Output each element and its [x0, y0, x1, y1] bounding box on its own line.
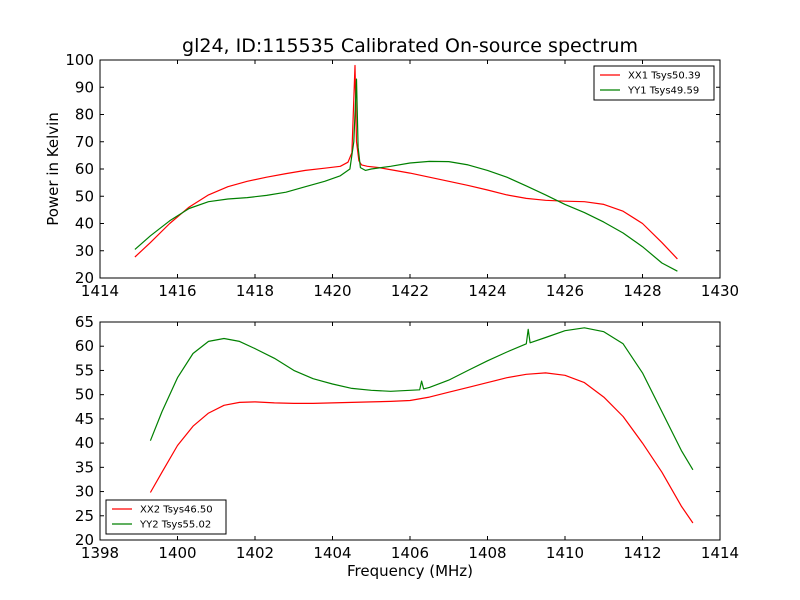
x-tick-label: 1418: [236, 282, 274, 300]
y-tick-label: 100: [65, 51, 94, 69]
legend-box: [593, 65, 715, 101]
legend-entry: XX2 Tsys46.50: [140, 505, 213, 516]
y-tick-label: 25: [75, 507, 94, 525]
legend-entry: YY2 Tsys55.02: [139, 520, 211, 531]
y-tick-label: 55: [75, 361, 94, 379]
bottom-panel: 1398 1400 1402 1404 1406 1408 1410 1412 1414 20 25…: [75, 313, 739, 562]
y-tick-label: 40: [75, 434, 94, 452]
y-tick-label: 40: [75, 215, 94, 233]
x-tick-label: 1428: [623, 282, 661, 300]
y-tick-label: 70: [75, 133, 94, 151]
x-tick-label: 1426: [546, 282, 584, 300]
y-tick-label: 35: [75, 458, 94, 476]
top-panel: 1414 1416 1418 1420 1422 1424 1426 1428 1430 20 30…: [65, 51, 739, 300]
x-tick-label: 1422: [391, 282, 429, 300]
y-tick-label: 20: [75, 531, 94, 549]
legend: XX1 Tsys50.39 YY1 Tsys49.59: [593, 65, 715, 101]
y-tick-label: 45: [75, 410, 94, 428]
y-tick-label: 80: [75, 106, 94, 124]
chart-title: gl24, ID:115535 Calibrated On-source spe…: [182, 35, 638, 57]
x-tick-label: 1406: [391, 544, 429, 562]
y-tick-label: 30: [75, 483, 94, 501]
y-tick-label: 65: [75, 313, 94, 331]
legend-entry: XX1 Tsys50.39: [628, 71, 701, 82]
y-tick-label: 50: [75, 386, 94, 404]
x-tick-label: 1408: [468, 544, 506, 562]
x-tick-label: 1398: [81, 544, 119, 562]
x-tick-label: 1404: [313, 544, 351, 562]
series-line-xx2: [149, 372, 694, 524]
y-axis-label: Power in Kelvin: [44, 112, 62, 226]
y-tick-label: 90: [75, 78, 94, 96]
series-line-xx1: [134, 64, 678, 260]
x-tick-label: 1410: [546, 544, 584, 562]
x-axis-label: Frequency (MHz): [347, 562, 473, 580]
y-tick-label: 60: [75, 160, 94, 178]
x-tick-label: 1412: [623, 544, 661, 562]
x-tick-label: 1400: [158, 544, 196, 562]
x-tick-label: 1430: [701, 282, 739, 300]
legend-entry: YY1 Tsys49.59: [627, 86, 699, 97]
legend: XX2 Tsys46.50 YY2 Tsys55.02: [105, 499, 227, 535]
x-tick-label: 1414: [81, 282, 119, 300]
series-line-yy2: [149, 327, 694, 471]
y-tick-label: 60: [75, 337, 94, 355]
y-tick-label: 30: [75, 242, 94, 260]
series-line-yy1: [134, 78, 678, 272]
x-tick-label: 1424: [468, 282, 506, 300]
x-tick-label: 1416: [158, 282, 196, 300]
y-tick-label: 20: [75, 269, 94, 287]
x-tick-label: 1402: [236, 544, 274, 562]
legend-box: [105, 499, 227, 535]
x-tick-label: 1414: [701, 544, 739, 562]
x-tick-label: 1420: [313, 282, 351, 300]
y-tick-label: 50: [75, 187, 94, 205]
